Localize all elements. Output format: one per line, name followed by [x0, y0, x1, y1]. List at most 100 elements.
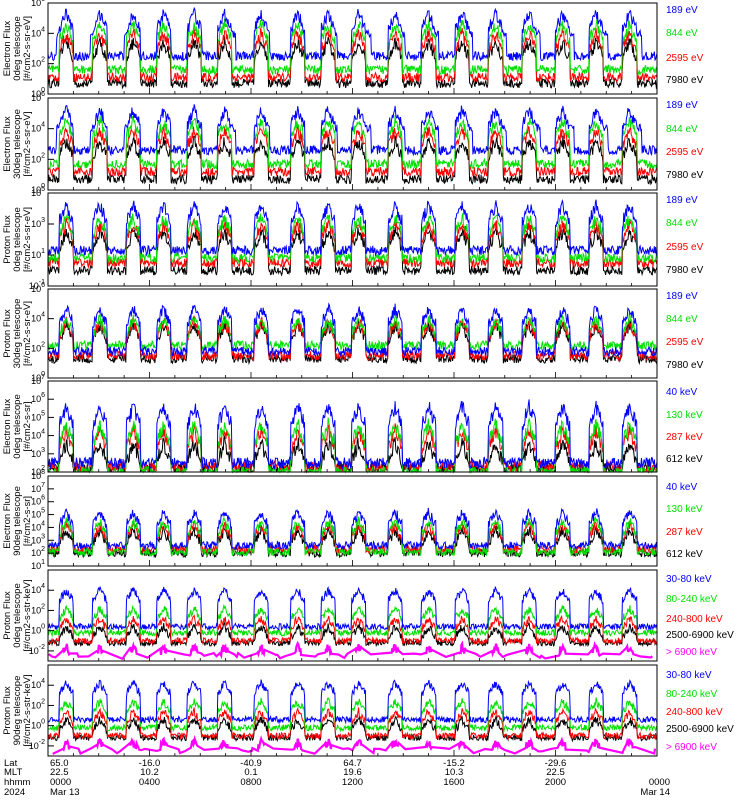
panel-ylabel: MEPEDProton Flux90deg telescope[#/cm2-s-… [0, 674, 33, 746]
x-tick-label: -29.6 [545, 758, 567, 769]
panel-ylabel: TEDElectron Flux30deg telescope[#/cm2-s-… [0, 109, 33, 179]
series-trace-2 [47, 714, 658, 743]
legend-entry: 2595 eV [666, 242, 704, 253]
x-tick-label: Mar 14 [640, 787, 670, 798]
x-tick-label: 0000 [649, 777, 670, 788]
ytick-label: 106 [31, 392, 45, 404]
legend-entry: 130 keV [666, 504, 703, 515]
legend-entry: 130 keV [666, 410, 703, 421]
ytick-label: 104 [31, 678, 45, 690]
x-tick-label: 0000 [50, 777, 71, 788]
x-tick-label: 65.0 [50, 758, 69, 769]
series-trace-2 [47, 621, 658, 648]
legend-entry: 7980 eV [666, 170, 704, 181]
legend-entry: 7980 eV [666, 360, 704, 371]
x-tick-label: 2000 [545, 777, 566, 788]
legend-entry: 7980 eV [666, 265, 704, 276]
series-trace-5 [47, 585, 658, 632]
x-row-label: 2024 [4, 787, 25, 798]
legend-entry: 189 eV [666, 195, 698, 206]
x-tick-label: -16.0 [139, 758, 161, 769]
x-tick-label: -40.9 [240, 758, 262, 769]
x-tick-label: 10.2 [140, 767, 159, 778]
ytick-label: 105 [31, 410, 45, 422]
ytick-label: 102 [31, 546, 45, 558]
x-tick-label: 0.1 [244, 767, 257, 778]
legend-entry: 189 eV [666, 291, 698, 302]
ytick-label: 100 [31, 371, 45, 383]
x-tick-label: 1600 [443, 777, 464, 788]
ytick-label: 102 [31, 603, 45, 615]
ytick-label: 107 [31, 374, 45, 386]
x-row-label: hhmm [4, 777, 30, 788]
panel-ylabel: TEDProton Flux30deg telescope[#/cm2-s-sr… [0, 299, 33, 369]
ytick-label: 106 [31, 91, 45, 103]
ytick-label: 101 [31, 248, 45, 260]
ytick-label: 100 [31, 87, 45, 99]
ytick-label: 102 [31, 152, 45, 164]
legend-entry: 612 keV [666, 549, 703, 560]
ytick-label: 10-2 [29, 644, 45, 656]
panel-ylabel: TEDProton Flux0deg telescope[#/cm2-s-sr-… [0, 207, 33, 272]
x-row-label: Lat [4, 758, 18, 769]
ytick-label: 106 [31, 282, 45, 294]
x-tick-label: 1200 [342, 777, 363, 788]
legend-entry: 80-240 keV [666, 689, 717, 700]
series-trace-4 [47, 302, 658, 358]
legend-entry: 189 eV [666, 100, 698, 111]
x-tick-label: 19.6 [343, 767, 362, 778]
panel-8: MEPEDProton Flux90deg telescope[#/cm2-s-… [0, 664, 734, 757]
series-trace-3 [47, 614, 658, 646]
ytick-label: 100 [31, 624, 45, 636]
panel-2: TEDElectron Flux30deg telescope[#/cm2-s-… [0, 91, 704, 195]
ytick-label: 100 [31, 719, 45, 731]
legend-entry: 240-800 keV [666, 614, 723, 625]
panel-ylabel: TEDElectron Flux0deg telescope[#/cm2-s-s… [0, 16, 33, 81]
series-trace-4 [47, 198, 657, 257]
series-trace-4 [47, 697, 658, 733]
ytick-label: 106 [31, 495, 45, 507]
legend-entry: 30-80 keV [666, 670, 712, 681]
series-trace-4 [47, 507, 658, 551]
x-tick-label: Mar 13 [50, 787, 80, 798]
ytick-label: 102 [31, 341, 45, 353]
panel-ylabel: MEPEDElectron Flux90deg telescope[#/cm2-… [0, 486, 33, 556]
series-trace-5 [47, 679, 658, 725]
ytick-label: 103 [31, 217, 45, 229]
panel-3: TEDProton Flux0deg telescope[#/cm2-s-sr-… [0, 186, 704, 291]
legend-entry: 844 eV [666, 124, 698, 135]
legend-entry: 40 keV [666, 387, 697, 398]
ytick-label: 102 [31, 57, 45, 69]
legend-entry: > 6900 keV [666, 647, 717, 658]
ytick-label: 104 [31, 520, 45, 532]
x-tick-label: 0400 [139, 777, 160, 788]
series-trace-1 [52, 734, 657, 756]
ytick-label: 103 [31, 447, 45, 459]
x-tick-label: 10.3 [445, 767, 464, 778]
ytick-label: 100 [31, 183, 45, 195]
ytick-label: 103 [31, 533, 45, 545]
ytick-label: 10-1 [29, 279, 45, 291]
ytick-label: 108 [31, 469, 45, 481]
ytick-label: 105 [31, 508, 45, 520]
legend-entry: 2500-6900 keV [666, 724, 734, 735]
legend-entry: 2595 eV [666, 53, 704, 64]
x-tick-label: 22.5 [546, 767, 565, 778]
panel-4: TEDProton Flux30deg telescope[#/cm2-s-sr… [0, 282, 704, 383]
legend-entry: 612 keV [666, 454, 703, 465]
x-tick-label: -15.2 [443, 758, 465, 769]
legend-entry: 7980 eV [666, 75, 704, 86]
ytick-label: 105 [31, 186, 45, 198]
ytick-label: 102 [31, 698, 45, 710]
ytick-label: 102 [31, 465, 45, 477]
legend-entry: 240-800 keV [666, 707, 723, 718]
ytick-label: 104 [31, 583, 45, 595]
legend-entry: 189 eV [666, 5, 698, 16]
legend-entry: 287 keV [666, 432, 703, 443]
x-tick-label: 22.5 [50, 767, 69, 778]
panel-5: MEPEDElectron Flux0deg telescope[#/cm2-s… [0, 374, 703, 477]
ytick-label: 104 [31, 312, 45, 324]
series-trace-4 [47, 104, 658, 157]
